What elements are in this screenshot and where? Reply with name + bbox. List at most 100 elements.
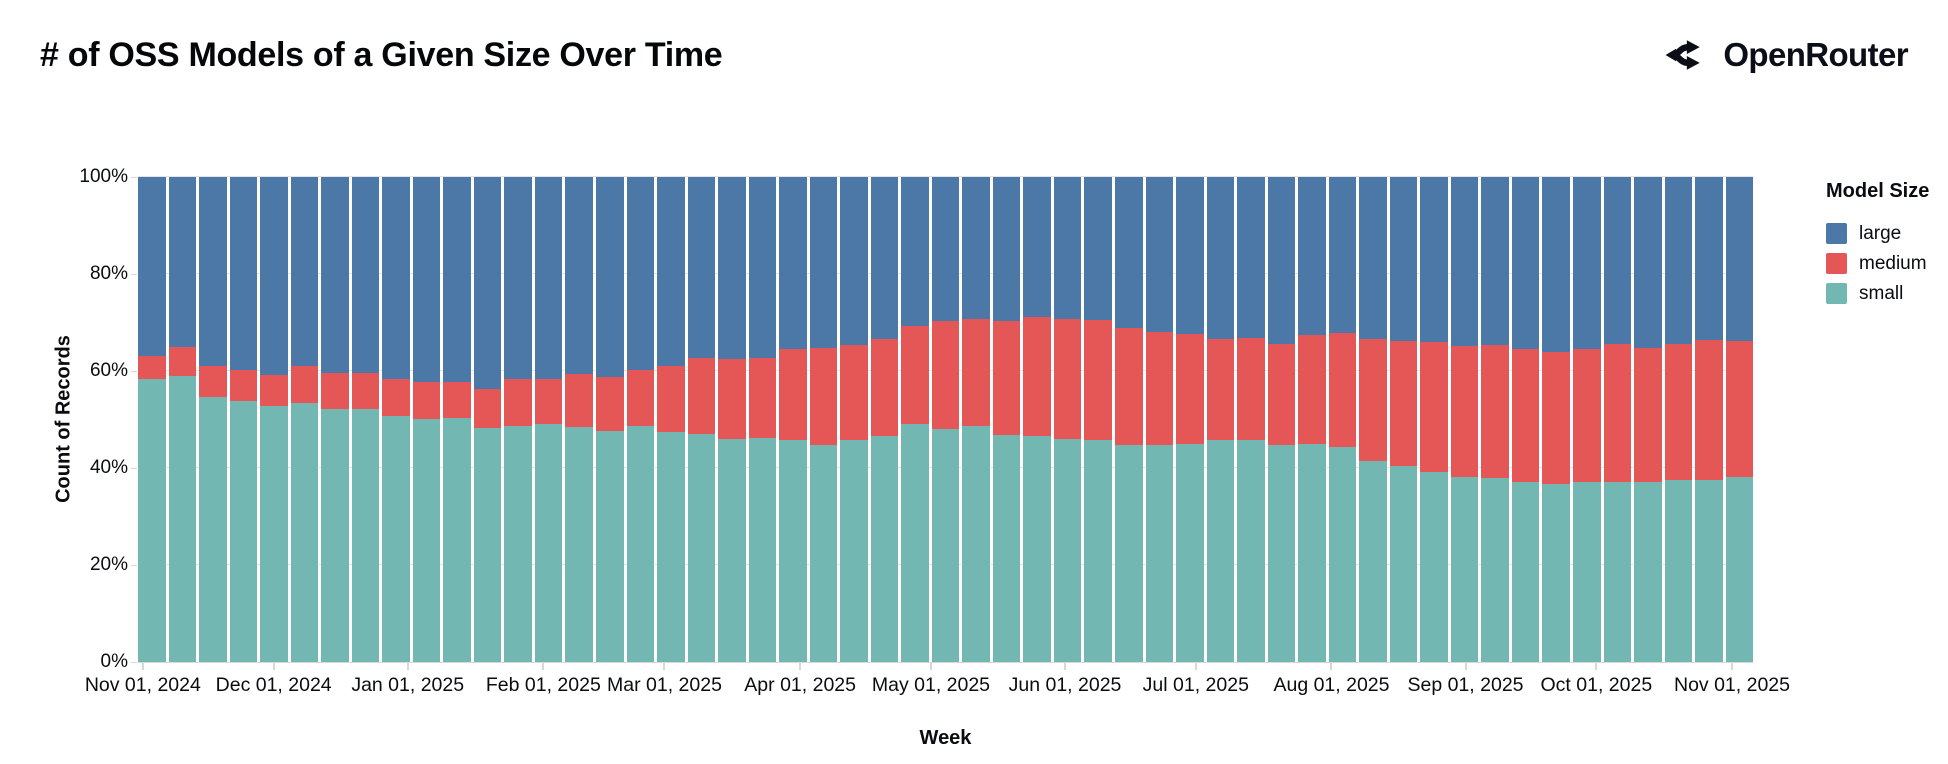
x-tick-label: Apr 01, 2025 xyxy=(744,674,856,696)
bar-week-2024-10-27 xyxy=(138,177,166,662)
brand-name: OpenRouter xyxy=(1723,36,1908,73)
openrouter-logo-icon xyxy=(1665,40,1701,70)
bar-segment-medium xyxy=(1206,338,1235,441)
bar-segment-small xyxy=(443,418,471,662)
bar-segment-medium xyxy=(168,347,197,376)
y-tick-label-60: 60% xyxy=(89,360,128,381)
bar-week-2025-06-08 xyxy=(1115,177,1143,662)
bar-week-2025-05-18 xyxy=(1023,177,1051,662)
bar-segment-medium xyxy=(779,348,807,441)
bar-week-2025-04-13 xyxy=(870,177,899,662)
bar-segment-large xyxy=(626,177,655,370)
bar-week-2025-01-12 xyxy=(473,177,502,662)
bar-segment-small xyxy=(718,438,746,662)
y-tick-20 xyxy=(131,565,137,566)
bar-segment-large xyxy=(1572,177,1601,350)
legend-swatch-medium xyxy=(1826,253,1847,274)
bar-segment-large xyxy=(1420,177,1448,342)
bar-segment-medium xyxy=(1328,332,1357,448)
bar-segment-small xyxy=(1664,479,1693,662)
bar-segment-large xyxy=(1298,177,1326,336)
bar-segment-medium xyxy=(962,318,990,427)
x-tick xyxy=(1330,663,1333,670)
bar-week-2025-01-19 xyxy=(504,177,532,662)
bar-segment-medium xyxy=(657,366,685,433)
bar-segment-large xyxy=(565,177,593,375)
bar-segment-small xyxy=(412,419,441,662)
bar-segment-medium xyxy=(260,375,288,406)
page-title: # of OSS Models of a Given Size Over Tim… xyxy=(40,36,723,74)
bar-segment-large xyxy=(1328,177,1357,333)
bar-segment-medium xyxy=(473,389,502,428)
x-tick xyxy=(141,663,144,670)
bar-week-2025-05-04 xyxy=(962,177,990,662)
bar-week-2024-12-22 xyxy=(382,177,410,662)
bar-segment-large xyxy=(718,177,746,360)
bar-segment-large xyxy=(1023,177,1051,317)
bar-segment-medium xyxy=(1359,338,1387,462)
bar-segment-small xyxy=(504,426,532,662)
bar-week-2025-06-01 xyxy=(1084,177,1112,662)
bar-segment-small xyxy=(1328,447,1357,662)
bar-week-2025-04-06 xyxy=(840,177,868,662)
bar-segment-medium xyxy=(1664,344,1693,480)
bar-segment-small xyxy=(382,415,410,662)
y-axis: 100% 80% 60% 40% 20% 0% xyxy=(0,166,137,672)
bar-segment-medium xyxy=(443,382,471,419)
bar-segment-medium xyxy=(199,366,227,397)
legend-item-label: large xyxy=(1859,222,1902,244)
legend: Model Size large medium small xyxy=(1826,180,1929,313)
bar-segment-small xyxy=(1023,435,1051,662)
bar-segment-medium xyxy=(290,366,319,403)
x-tick xyxy=(272,663,275,670)
bar-segment-medium xyxy=(687,358,716,435)
bar-segment-medium xyxy=(321,372,349,409)
bar-week-2025-08-03 xyxy=(1359,177,1387,662)
bar-segment-medium xyxy=(748,358,777,439)
bar-week-2025-06-29 xyxy=(1206,177,1235,662)
bar-segment-small xyxy=(840,440,868,662)
bar-segment-small xyxy=(260,405,288,662)
x-tick xyxy=(1194,663,1197,670)
bar-segment-medium xyxy=(1115,327,1143,446)
y-tick-label-0: 0% xyxy=(100,651,128,672)
bar-segment-small xyxy=(1267,445,1296,662)
bar-week-2025-07-20 xyxy=(1298,177,1326,662)
bar-week-2025-08-17 xyxy=(1420,177,1448,662)
x-tick xyxy=(929,663,932,670)
bar-week-2025-07-27 xyxy=(1328,177,1357,662)
bar-segment-small xyxy=(1420,471,1448,662)
bar-week-2025-03-09 xyxy=(718,177,746,662)
bar-week-2024-12-29 xyxy=(412,177,441,662)
bar-week-2025-10-19 xyxy=(1695,177,1723,662)
bar-segment-large xyxy=(412,177,441,383)
x-tick xyxy=(663,663,666,670)
bar-segment-medium xyxy=(1725,340,1754,477)
bar-segment-large xyxy=(321,177,349,373)
bar-week-2024-11-10 xyxy=(199,177,227,662)
bar-segment-medium xyxy=(1237,337,1265,441)
bar-segment-small xyxy=(1542,484,1570,662)
bar-week-2025-02-02 xyxy=(565,177,593,662)
bar-week-2025-05-11 xyxy=(992,177,1021,662)
bar-segment-medium xyxy=(382,379,410,416)
bar-segment-large xyxy=(657,177,685,367)
bar-segment-medium xyxy=(1389,340,1418,466)
bar-segment-medium xyxy=(1481,345,1509,478)
legend-item-large: large xyxy=(1826,223,1929,244)
bar-segment-small xyxy=(1298,443,1326,662)
bar-segment-medium xyxy=(1420,341,1448,472)
bar-segment-small xyxy=(1481,477,1509,662)
x-tick-label: Feb 01, 2025 xyxy=(485,674,601,696)
bar-segment-small xyxy=(1695,479,1723,662)
bar-week-2025-06-15 xyxy=(1145,177,1174,662)
bar-week-2025-07-06 xyxy=(1237,177,1265,662)
bar-segment-large xyxy=(1115,177,1143,328)
bar-segment-medium xyxy=(626,369,655,427)
legend-swatch-large xyxy=(1826,223,1847,244)
bar-segment-medium xyxy=(809,348,838,446)
bar-segment-small xyxy=(1053,438,1082,662)
y-tick-label-80: 80% xyxy=(89,263,128,284)
bar-segment-medium xyxy=(1603,344,1632,483)
bar-segment-medium xyxy=(229,369,258,401)
